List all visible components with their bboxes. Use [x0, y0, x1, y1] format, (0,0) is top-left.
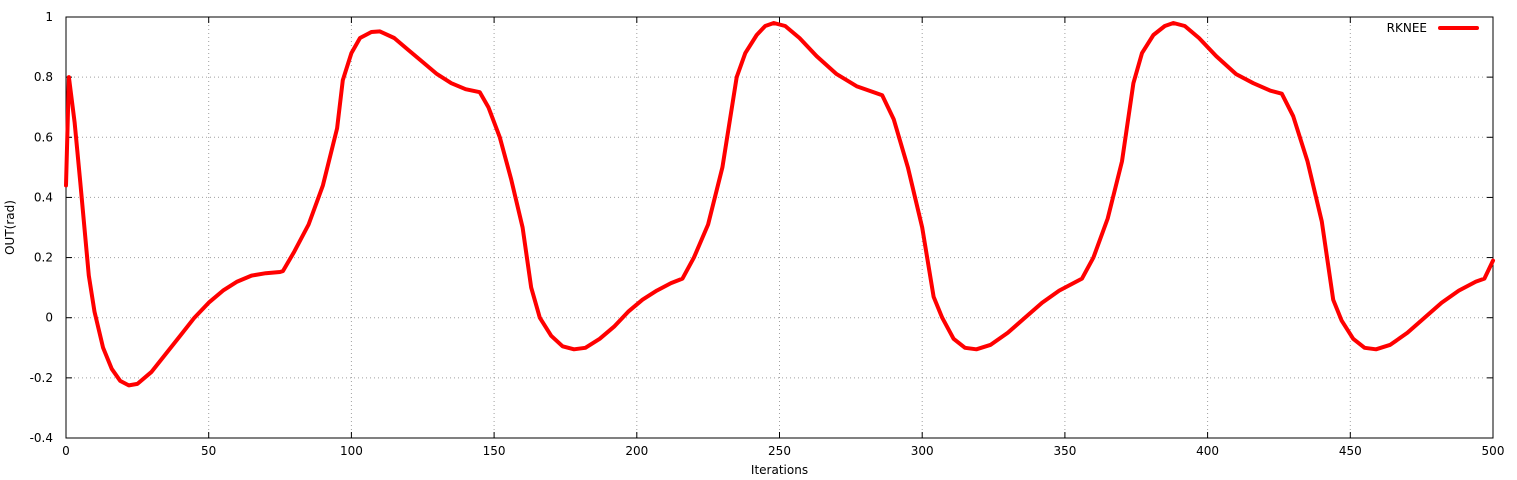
series-line-rknee — [64, 21, 1495, 388]
x-tick-label: 400 — [1196, 444, 1219, 458]
x-tick-label: 350 — [1053, 444, 1076, 458]
y-tick-label: 0.2 — [34, 251, 53, 265]
y-tick-label: -0.4 — [30, 431, 53, 445]
y-tick-label: 0.6 — [34, 130, 53, 144]
x-tick-label: 500 — [1482, 444, 1505, 458]
x-tick-label: 150 — [483, 444, 506, 458]
y-tick-label: 0 — [45, 311, 53, 325]
x-tick-label: 0 — [62, 444, 70, 458]
y-tick-label: 0.4 — [34, 190, 53, 204]
plot-frame — [65, 16, 1494, 439]
grid-layer — [66, 17, 1493, 438]
x-tick-label: 450 — [1339, 444, 1362, 458]
x-tick-label: 250 — [768, 444, 791, 458]
y-axis-title: OUT(rad) — [3, 200, 17, 255]
x-axis-title: Iterations — [751, 463, 808, 477]
legend-label-rknee: RKNEE — [1387, 21, 1427, 35]
x-tick-label: 300 — [911, 444, 934, 458]
tick-layer: 0 50 100 150 200 250 300 350 400 450 500 -0.4 -0.2 0 0… — [30, 10, 1505, 458]
x-tick-label: 100 — [340, 444, 363, 458]
y-tick-label: 0.8 — [34, 70, 53, 84]
x-tick-label: 50 — [201, 444, 216, 458]
series-layer — [64, 21, 1495, 388]
legend: RKNEE — [1387, 21, 1479, 35]
x-tick-label: 200 — [625, 444, 648, 458]
y-tick-label: -0.2 — [30, 371, 53, 385]
y-tick-label: 1 — [45, 10, 53, 24]
